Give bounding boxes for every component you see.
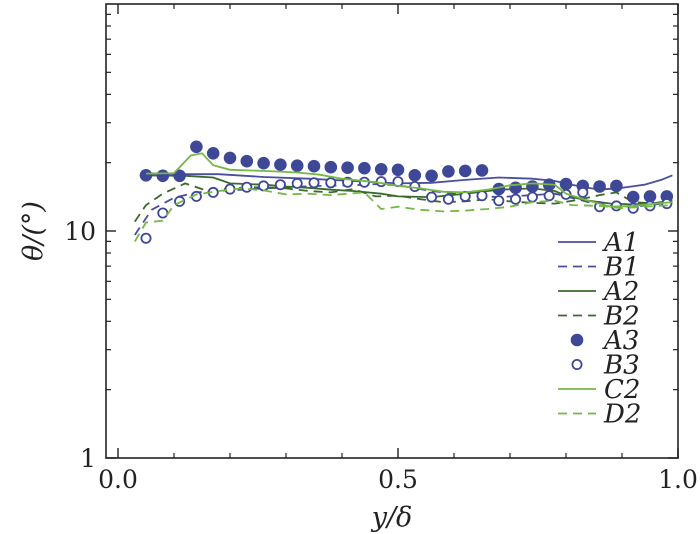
data-point-A3 — [593, 180, 606, 193]
data-point-B3 — [258, 180, 270, 192]
data-point-A3 — [610, 179, 623, 193]
data-point-B3 — [375, 176, 387, 188]
legend-label: C2 — [604, 375, 640, 405]
x-axis-label: y/δ — [371, 502, 413, 533]
series-line-A1 — [140, 172, 673, 191]
legend-label: A1 — [602, 228, 639, 258]
x-tick-label: 1.0 — [658, 465, 698, 494]
data-point-A3 — [559, 177, 573, 191]
data-point-B3 — [543, 190, 555, 202]
series-A2 — [140, 174, 673, 206]
data-point-A3 — [442, 165, 455, 178]
data-point-B3 — [291, 177, 303, 189]
data-point-B3 — [526, 191, 538, 203]
legend-entry-A2: A2 — [558, 277, 639, 307]
data-point-B3 — [140, 232, 152, 244]
data-point-A3 — [290, 159, 304, 172]
data-point-A3 — [425, 169, 438, 183]
data-point-B3 — [241, 181, 253, 193]
series-layer — [134, 140, 674, 244]
data-point-B3 — [325, 177, 337, 189]
legend-entry-D2: D2 — [558, 400, 641, 430]
data-point-A3 — [391, 163, 405, 177]
data-point-A3 — [206, 147, 220, 160]
legend-entry-A1: A1 — [558, 228, 639, 258]
tick-labels: 0.0 0.5 1.0 1 10 — [64, 217, 698, 494]
legend-swatch — [571, 358, 583, 370]
data-point-A3 — [526, 180, 539, 193]
data-point-A3 — [274, 158, 287, 171]
data-point-A3 — [307, 159, 321, 173]
x-tick-label: 0.0 — [98, 465, 138, 494]
data-point-B3 — [274, 179, 286, 191]
y-axis-label: θ/(°) — [18, 201, 49, 261]
legend-entry-B2: B2 — [558, 302, 640, 332]
legend-label: B1 — [603, 253, 640, 283]
data-point-B3 — [426, 191, 438, 203]
legend-entry-B1: B1 — [558, 253, 640, 283]
data-point-A3 — [139, 169, 153, 182]
x-tick-label: 0.5 — [378, 465, 418, 494]
data-point-B3 — [493, 195, 505, 207]
data-point-B3 — [409, 180, 421, 192]
series-line-C2 — [145, 152, 673, 208]
y-tick-label: 1 — [80, 444, 96, 473]
data-point-A3 — [475, 164, 489, 177]
data-point-A3 — [223, 151, 237, 165]
data-point-B3 — [442, 193, 454, 205]
legend-entry-C2: C2 — [558, 375, 640, 405]
y-tick-label: 10 — [64, 217, 96, 246]
legend-label: A3 — [602, 326, 639, 356]
series-A1 — [140, 172, 673, 191]
legend-entry-B3: B3 — [571, 351, 640, 381]
data-point-B3 — [157, 207, 169, 219]
data-point-B3 — [308, 177, 320, 189]
series-B3 — [140, 176, 673, 244]
legend-label: B2 — [603, 302, 640, 332]
axis-ticks — [106, 4, 679, 459]
data-point-A3 — [324, 160, 338, 174]
data-point-B3 — [510, 193, 522, 205]
data-point-B3 — [476, 190, 488, 202]
legend-swatch — [570, 333, 584, 347]
data-point-A3 — [458, 164, 472, 178]
legend-label: B3 — [603, 351, 640, 381]
series-line-A2 — [140, 174, 673, 206]
data-point-A3 — [408, 169, 422, 182]
data-point-A3 — [626, 190, 640, 204]
data-point-A3 — [173, 169, 186, 183]
series-A3 — [139, 140, 674, 204]
y-minor-ticks — [106, 13, 678, 391]
data-point-A3 — [156, 169, 170, 183]
data-point-A3 — [257, 156, 270, 170]
series-C2 — [145, 152, 673, 208]
legend-label: A2 — [602, 277, 639, 307]
data-point-A3 — [240, 154, 254, 168]
data-point-A3 — [374, 163, 388, 176]
legend-entry-A3: A3 — [570, 326, 639, 356]
data-point-A3 — [341, 161, 354, 174]
data-point-B3 — [577, 186, 589, 198]
data-point-A3 — [190, 140, 203, 154]
legend-label: D2 — [603, 400, 641, 430]
data-point-A3 — [358, 161, 371, 175]
